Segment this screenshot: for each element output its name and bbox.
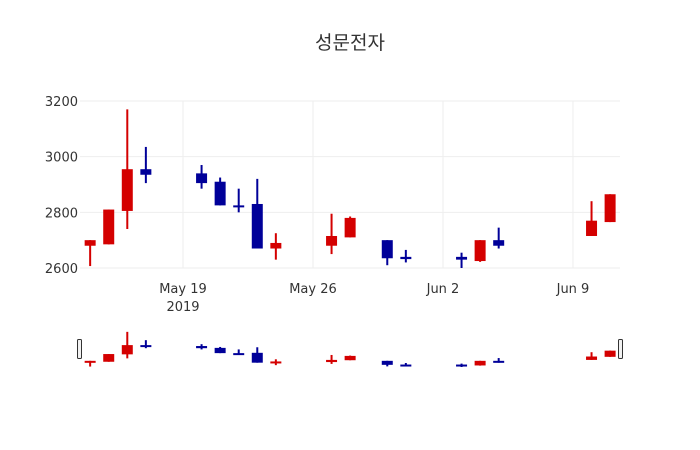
candle-decreasing[interactable] xyxy=(400,249,412,263)
candle-decreasing[interactable] xyxy=(214,177,226,206)
y-tick-label: 2800 xyxy=(45,206,78,221)
candle-decreasing[interactable] xyxy=(456,252,468,268)
x-tick-label: Jun 9 xyxy=(556,282,590,297)
x-axis: May 19 2019 May 26 Jun 2 Jun 9 xyxy=(159,282,589,315)
chart-title: 성문전자 xyxy=(315,32,385,54)
candle-increasing[interactable] xyxy=(121,109,133,230)
y-axis: 2600 2800 3000 3200 xyxy=(45,95,78,277)
gridlines xyxy=(80,100,620,269)
x-tick-label: Jun 2 xyxy=(426,282,460,297)
candle-decreasing[interactable] xyxy=(251,178,263,249)
candle-increasing[interactable] xyxy=(326,213,338,255)
candles-main[interactable] xyxy=(84,109,616,268)
x-tick-label: May 19 xyxy=(159,282,207,297)
range-slider[interactable] xyxy=(77,331,623,367)
y-tick-label: 2600 xyxy=(45,262,78,277)
candle-decreasing[interactable] xyxy=(140,146,152,184)
candle-increasing[interactable] xyxy=(604,194,616,223)
candle-increasing[interactable] xyxy=(270,233,282,260)
candle-decreasing[interactable] xyxy=(233,188,245,213)
range-slider-right-handle[interactable] xyxy=(618,339,623,359)
candle-increasing[interactable] xyxy=(474,240,486,262)
range-slider-candles xyxy=(84,331,616,367)
x-tick-label: May 26 xyxy=(289,282,337,297)
candle-decreasing[interactable] xyxy=(381,240,393,266)
candle-increasing[interactable] xyxy=(344,216,356,238)
y-tick-label: 3200 xyxy=(45,95,78,110)
candle-increasing[interactable] xyxy=(84,240,96,267)
x-tick-sublabel: 2019 xyxy=(166,300,199,315)
candle-decreasing[interactable] xyxy=(196,165,208,189)
range-slider-left-handle[interactable] xyxy=(77,339,82,359)
candle-increasing[interactable] xyxy=(586,201,598,236)
candle-increasing[interactable] xyxy=(103,209,115,245)
candle-decreasing[interactable] xyxy=(493,227,505,249)
y-tick-label: 3000 xyxy=(45,151,78,166)
